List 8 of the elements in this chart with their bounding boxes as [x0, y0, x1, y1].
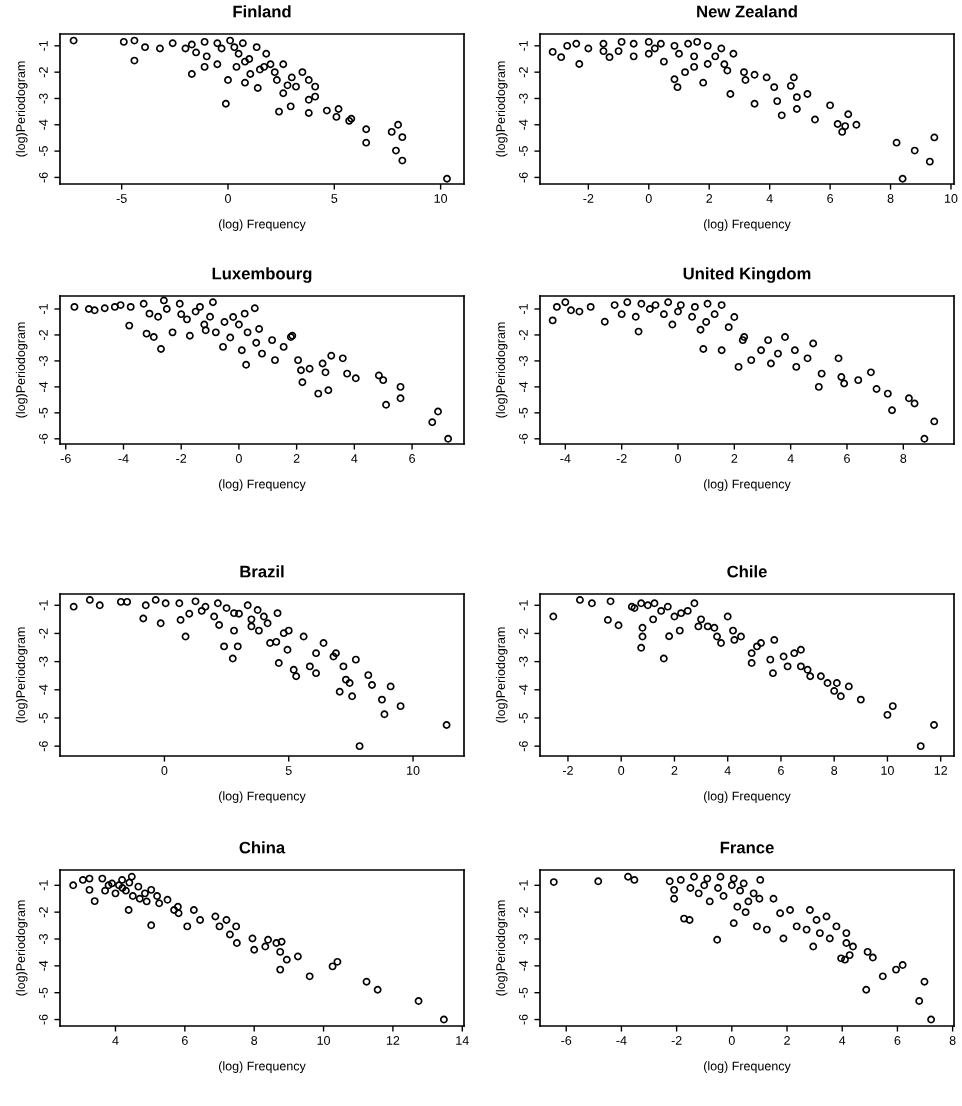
- chart-title: France: [720, 841, 774, 854]
- chart-title: United Kingdom: [683, 267, 811, 283]
- chart-title: Luxembourg: [212, 267, 312, 283]
- chart-title: China: [239, 841, 286, 854]
- chart-title: Brazil: [240, 565, 284, 578]
- chart-title: New Zealand: [697, 5, 797, 18]
- chart-title: Finland: [233, 5, 291, 18]
- chart-title: Chile: [727, 565, 767, 578]
